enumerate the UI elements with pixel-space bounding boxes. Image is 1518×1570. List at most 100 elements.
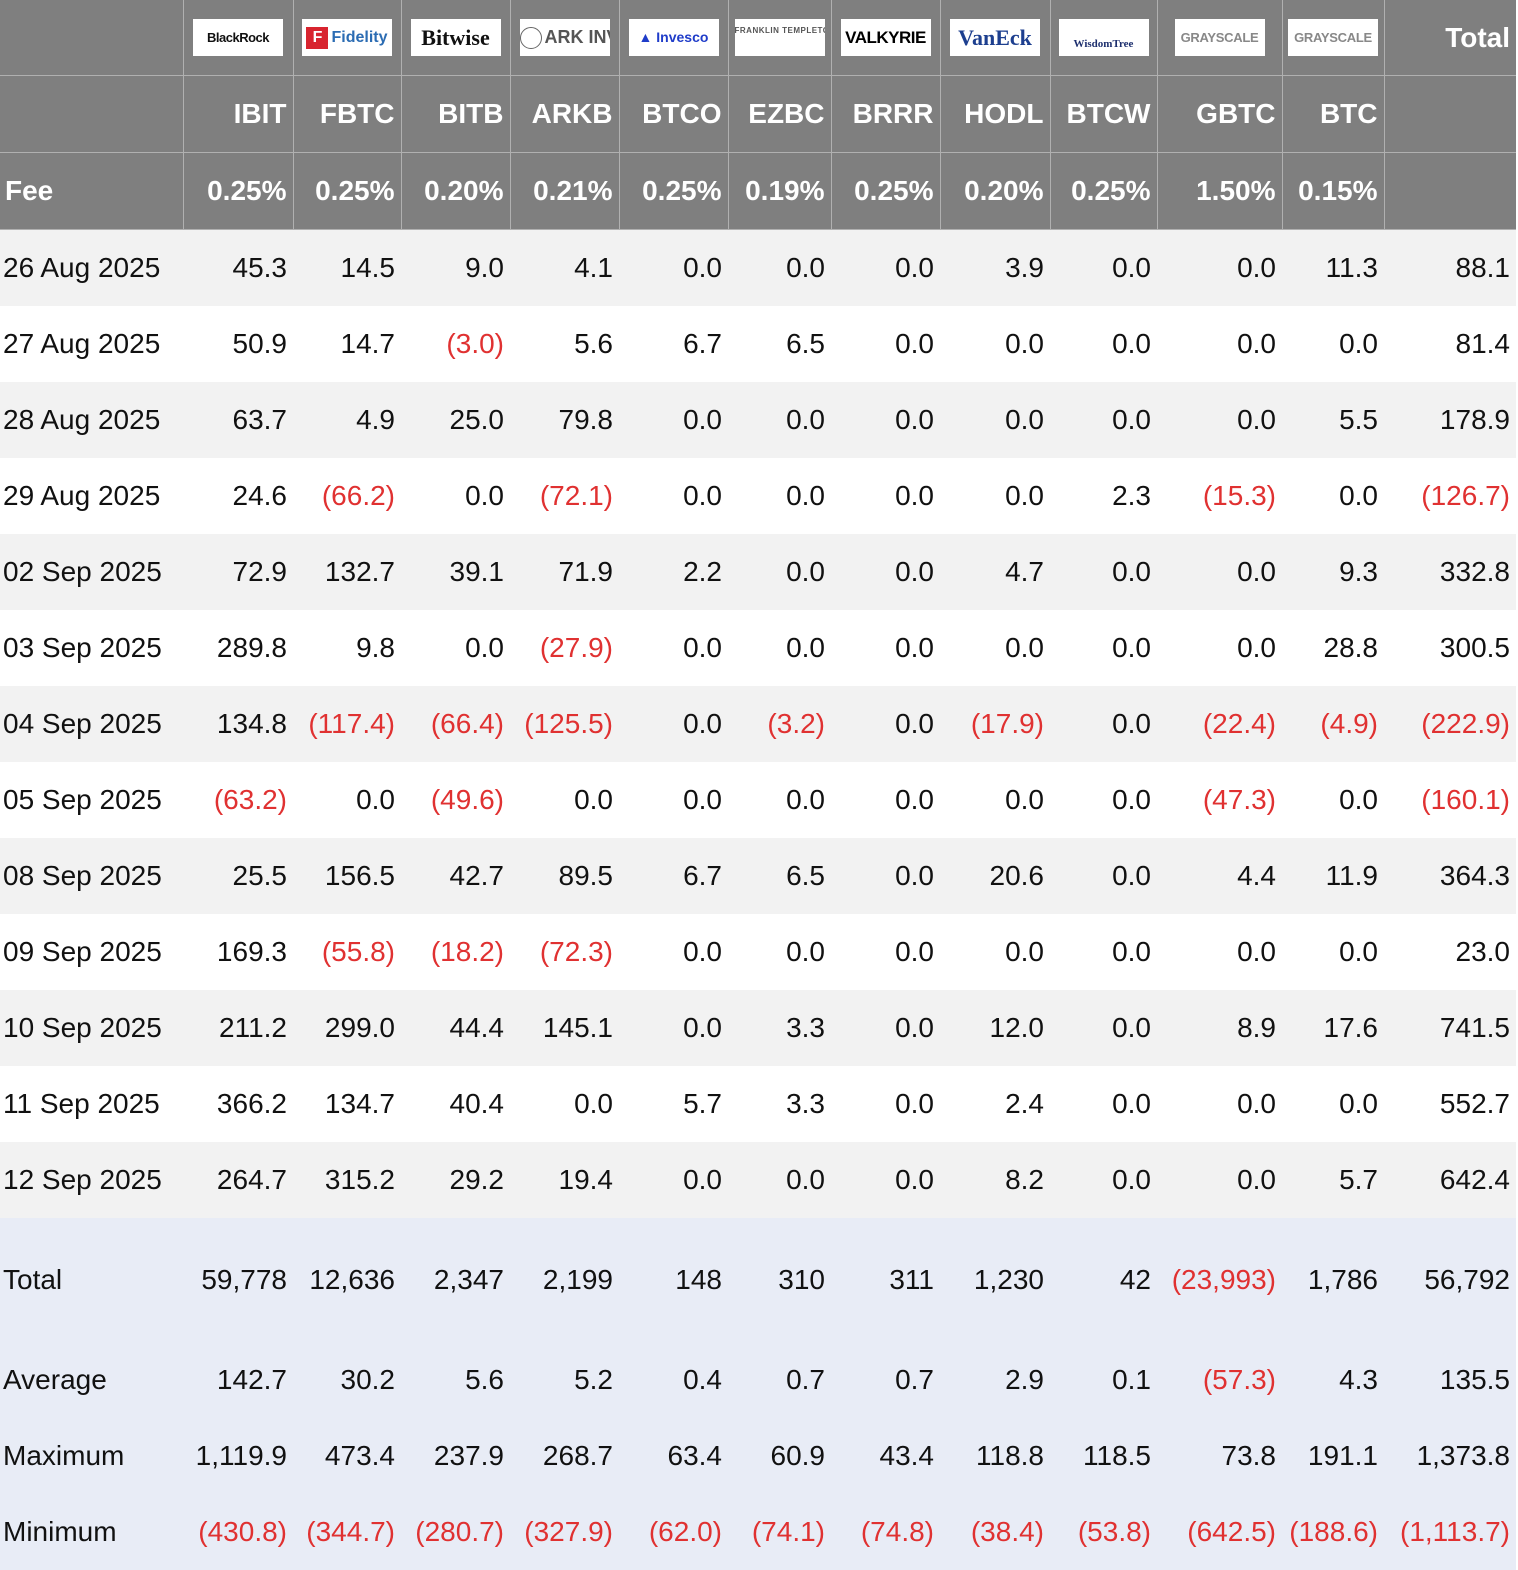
flow-cell: 148 bbox=[619, 1218, 728, 1342]
flow-cell: 9.0 bbox=[401, 230, 510, 307]
flow-cell: 0.0 bbox=[619, 610, 728, 686]
flow-cell: 11.3 bbox=[1282, 230, 1384, 307]
flow-cell: 0.0 bbox=[1157, 534, 1282, 610]
flow-cell: 289.8 bbox=[183, 610, 293, 686]
flow-cell: (66.4) bbox=[401, 686, 510, 762]
row-total-cell: 642.4 bbox=[1384, 1142, 1516, 1218]
flow-cell: (53.8) bbox=[1050, 1494, 1157, 1570]
row-total-cell: 56,792 bbox=[1384, 1218, 1516, 1342]
fee-cell: 1.50% bbox=[1157, 153, 1282, 230]
fee-cell: 0.25% bbox=[831, 153, 940, 230]
flow-cell: (430.8) bbox=[183, 1494, 293, 1570]
flow-cell: (327.9) bbox=[510, 1494, 619, 1570]
corner-cell bbox=[0, 0, 183, 76]
flow-cell: 60.9 bbox=[728, 1418, 831, 1494]
flow-cell: 8.9 bbox=[1157, 990, 1282, 1066]
flow-cell: 0.0 bbox=[1050, 1142, 1157, 1218]
flow-cell: 0.0 bbox=[619, 1142, 728, 1218]
flow-cell: (74.8) bbox=[831, 1494, 940, 1570]
row-total-cell: (1,113.7) bbox=[1384, 1494, 1516, 1570]
flow-cell: (3.0) bbox=[401, 306, 510, 382]
table-row: 29 Aug 2025 24.6 (66.2) 0.0 (72.1) 0.0 0.0 0.0 0… bbox=[0, 458, 1516, 534]
flow-cell: 79.8 bbox=[510, 382, 619, 458]
table-row: 27 Aug 2025 50.9 14.7 (3.0) 5.6 6.7 6.5 0.0 0.0 0… bbox=[0, 306, 1516, 382]
flow-cell: 311 bbox=[831, 1218, 940, 1342]
date-cell: 27 Aug 2025 bbox=[0, 306, 183, 382]
flow-cell: 39.1 bbox=[401, 534, 510, 610]
flow-cell: (38.4) bbox=[940, 1494, 1050, 1570]
date-cell: 03 Sep 2025 bbox=[0, 610, 183, 686]
valkyrie-logo: VALKYRIE bbox=[841, 19, 931, 56]
flow-cell: 4.3 bbox=[1282, 1342, 1384, 1418]
row-total-cell: (160.1) bbox=[1384, 762, 1516, 838]
summary-label: Maximum bbox=[0, 1418, 183, 1494]
ticker-cell: HODL bbox=[940, 76, 1050, 153]
flow-cell: 142.7 bbox=[183, 1342, 293, 1418]
flow-cell: 0.0 bbox=[401, 458, 510, 534]
flow-cell: 50.9 bbox=[183, 306, 293, 382]
flow-cell: 0.0 bbox=[510, 762, 619, 838]
fidelity-f-icon: F bbox=[306, 27, 328, 49]
flow-cell: (72.3) bbox=[510, 914, 619, 990]
flow-cell: 0.0 bbox=[831, 686, 940, 762]
date-cell: 12 Sep 2025 bbox=[0, 1142, 183, 1218]
ticker-cell: GBTC bbox=[1157, 76, 1282, 153]
flow-cell: 5.2 bbox=[510, 1342, 619, 1418]
flow-cell: 5.6 bbox=[510, 306, 619, 382]
flow-cell: 29.2 bbox=[401, 1142, 510, 1218]
flow-cell: 4.7 bbox=[940, 534, 1050, 610]
flow-cell: 0.0 bbox=[1050, 914, 1157, 990]
flow-cell: 20.6 bbox=[940, 838, 1050, 914]
ticker-cell: BITB bbox=[401, 76, 510, 153]
fee-row: Fee 0.25% 0.25% 0.20% 0.21% 0.25% 0.19% … bbox=[0, 153, 1516, 230]
flow-cell: 25.5 bbox=[183, 838, 293, 914]
flow-cell: 132.7 bbox=[293, 534, 401, 610]
ticker-cell: EZBC bbox=[728, 76, 831, 153]
date-cell: 10 Sep 2025 bbox=[0, 990, 183, 1066]
flow-cell: 0.0 bbox=[831, 990, 940, 1066]
date-cell: 02 Sep 2025 bbox=[0, 534, 183, 610]
flow-cell: 2.4 bbox=[940, 1066, 1050, 1142]
table-row: 26 Aug 2025 45.3 14.5 9.0 4.1 0.0 0.0 0.0 3.9 0.0… bbox=[0, 230, 1516, 307]
ticker-cell: BTCO bbox=[619, 76, 728, 153]
ticker-cell: ARKB bbox=[510, 76, 619, 153]
summary-stats-body: Total 59,778 12,636 2,347 2,199 148 310 311 1,23… bbox=[0, 1218, 1516, 1570]
flow-cell: (125.5) bbox=[510, 686, 619, 762]
flow-cell: 5.6 bbox=[401, 1342, 510, 1418]
summary-label: Minimum bbox=[0, 1494, 183, 1570]
flow-cell: 0.0 bbox=[940, 458, 1050, 534]
flow-cell: 1,786 bbox=[1282, 1218, 1384, 1342]
flow-cell: 63.7 bbox=[183, 382, 293, 458]
flow-cell: (642.5) bbox=[1157, 1494, 1282, 1570]
flow-cell: 1,230 bbox=[940, 1218, 1050, 1342]
flow-cell: (22.4) bbox=[1157, 686, 1282, 762]
flow-cell: (188.6) bbox=[1282, 1494, 1384, 1570]
flow-cell: 14.5 bbox=[293, 230, 401, 307]
flow-cell: 44.4 bbox=[401, 990, 510, 1066]
flow-cell: 5.7 bbox=[1282, 1142, 1384, 1218]
flow-cell: 0.0 bbox=[831, 914, 940, 990]
date-cell: 04 Sep 2025 bbox=[0, 686, 183, 762]
flow-cell: 0.0 bbox=[940, 306, 1050, 382]
ticker-row: IBIT FBTC BITB ARKB BTCO EZBC BRRR HODL … bbox=[0, 76, 1516, 153]
flow-cell: (74.1) bbox=[728, 1494, 831, 1570]
flow-cell: 2.3 bbox=[1050, 458, 1157, 534]
invesco-logo: ▲ Invesco bbox=[629, 19, 719, 56]
flow-cell: 0.0 bbox=[1050, 838, 1157, 914]
flow-cell: 268.7 bbox=[510, 1418, 619, 1494]
flow-cell: 28.8 bbox=[1282, 610, 1384, 686]
flow-cell: 5.5 bbox=[1282, 382, 1384, 458]
flow-cell: 3.9 bbox=[940, 230, 1050, 307]
table-row: 03 Sep 2025 289.8 9.8 0.0 (27.9) 0.0 0.0 0.0 0.0… bbox=[0, 610, 1516, 686]
flow-cell: 366.2 bbox=[183, 1066, 293, 1142]
flow-cell: 25.0 bbox=[401, 382, 510, 458]
flow-cell: (17.9) bbox=[940, 686, 1050, 762]
flow-cell: 42 bbox=[1050, 1218, 1157, 1342]
flow-cell: 0.0 bbox=[1050, 1066, 1157, 1142]
row-total-cell: 81.4 bbox=[1384, 306, 1516, 382]
flow-cell: 2,347 bbox=[401, 1218, 510, 1342]
fee-cell: 0.25% bbox=[619, 153, 728, 230]
flow-cell: 5.7 bbox=[619, 1066, 728, 1142]
flow-cell: 299.0 bbox=[293, 990, 401, 1066]
flow-cell: 19.4 bbox=[510, 1142, 619, 1218]
